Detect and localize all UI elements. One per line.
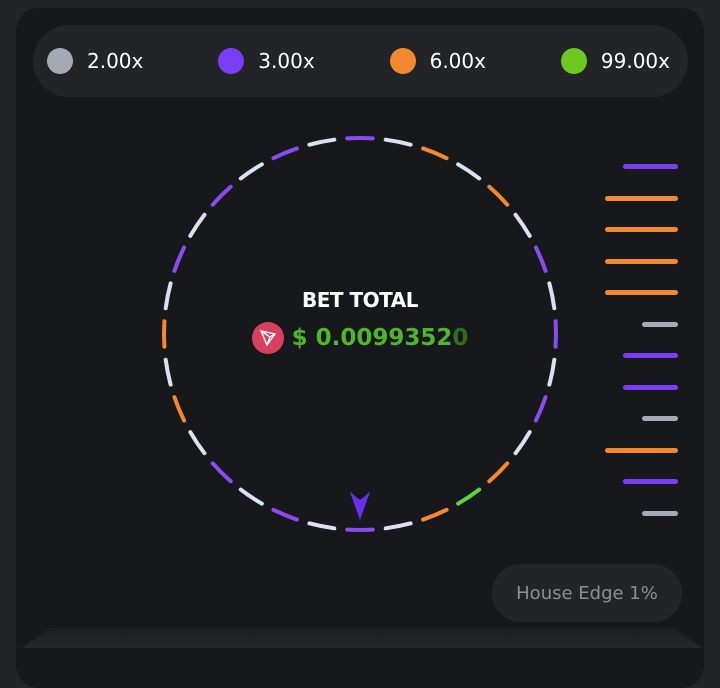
history-bar-gray xyxy=(642,322,678,327)
wheel-segment-orange xyxy=(423,148,446,158)
wheel-segment-orange xyxy=(489,463,507,481)
history-bar-gray xyxy=(642,511,678,516)
wheel-segment-white xyxy=(241,490,262,504)
bet-total: BET TOTAL $ 0.00993520 xyxy=(200,288,520,354)
wheel-segment-purple xyxy=(536,247,546,270)
house-edge-badge: House Edge 1% xyxy=(492,564,682,622)
tron-icon xyxy=(252,322,284,354)
panel-floor xyxy=(22,628,702,648)
bet-amount-value: $ 0.0099352 xyxy=(292,325,453,351)
history-bar-orange xyxy=(605,196,678,201)
wheel-segment-white xyxy=(516,432,530,453)
wheel-segment-purple xyxy=(273,510,296,520)
bet-total-title: BET TOTAL xyxy=(200,288,520,312)
history-bar-orange xyxy=(605,259,678,264)
wheel-segment-purple xyxy=(213,187,231,205)
wheel-segment-white xyxy=(166,360,171,385)
wheel-segment-white xyxy=(309,140,334,145)
result-history xyxy=(598,164,678,542)
wheel-segment-white xyxy=(386,140,411,145)
wheel-segment-white xyxy=(190,432,204,453)
wheel-segment-white xyxy=(458,164,479,178)
history-bar-purple xyxy=(623,164,678,169)
history-bar-purple xyxy=(623,385,678,390)
wheel-segment-white xyxy=(241,164,262,178)
history-bar-orange xyxy=(605,290,678,295)
bet-amount: $ 0.00993520 xyxy=(200,322,520,354)
wheel-segment-purple xyxy=(273,148,296,158)
wheel-segment-green xyxy=(458,490,479,504)
wheel-segment-purple xyxy=(174,247,184,270)
history-bar-orange xyxy=(605,227,678,232)
wheel-segment-white xyxy=(549,283,554,308)
wheel-segment-white xyxy=(166,283,171,308)
history-bar-gray xyxy=(642,416,678,421)
arrow-down-pointer-icon xyxy=(350,492,370,520)
history-bar-orange xyxy=(605,448,678,453)
wheel-segment-orange xyxy=(423,510,446,520)
history-bar-purple xyxy=(623,353,678,358)
wheel-segment-white xyxy=(549,360,554,385)
wheel-segment-purple xyxy=(536,397,546,420)
history-bar-purple xyxy=(623,479,678,484)
bet-amount-fade-digit: 0 xyxy=(452,325,468,351)
wheel-segment-white xyxy=(309,523,334,528)
wheel-segment-white xyxy=(386,523,411,528)
wheel-segment-orange xyxy=(174,397,184,420)
wheel-segment-purple xyxy=(213,463,231,481)
wheel-segment-white xyxy=(190,215,204,236)
wheel-segment-orange xyxy=(489,187,507,205)
wheel-segment-white xyxy=(516,215,530,236)
